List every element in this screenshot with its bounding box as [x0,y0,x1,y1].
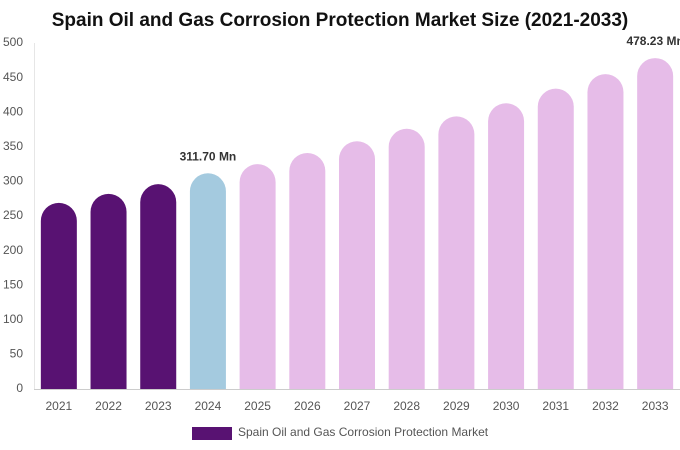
value-label: 478.23 Mn [626,34,680,48]
y-tick-label: 0 [16,381,23,395]
y-tick-label: 100 [3,312,23,326]
bar [488,103,525,390]
chart-title: Spain Oil and Gas Corrosion Protection M… [52,10,629,31]
bar [537,88,574,390]
bar [140,184,177,389]
x-tick-label: 2023 [145,399,172,413]
y-tick-label: 300 [3,174,23,188]
y-tick-label: 50 [10,347,24,361]
bar [189,173,226,389]
value-label: 311.70 Mn [180,149,237,163]
x-tick-label: 2033 [642,399,669,413]
x-tick-label: 2030 [493,399,520,413]
legend-label: Spain Oil and Gas Corrosion Protection M… [238,425,489,439]
x-tick-label: 2022 [95,399,122,413]
bar [339,141,375,389]
bar [289,153,326,389]
bar [438,116,475,390]
x-tick-label: 2031 [542,399,569,413]
bar [239,164,276,389]
x-tick-label: 2032 [592,399,619,413]
x-tick-label: 2029 [443,399,470,413]
legend-swatch [192,427,232,440]
y-tick-label: 350 [3,139,23,153]
y-tick-label: 450 [3,70,23,84]
bar [388,128,425,390]
bar [40,202,77,389]
bar [587,74,624,389]
y-tick-label: 400 [3,104,23,118]
y-tick-label: 500 [3,35,23,49]
y-tick-label: 150 [3,277,23,291]
bar [90,193,127,389]
x-tick-label: 2028 [393,399,420,413]
x-tick-label: 2024 [195,399,222,413]
y-tick-label: 250 [3,208,23,222]
bar [637,58,674,389]
y-tick-label: 200 [3,243,23,257]
x-tick-label: 2026 [294,399,321,413]
x-tick-label: 2027 [344,399,371,413]
x-tick-label: 2025 [244,399,271,413]
x-tick-label: 2021 [45,399,72,413]
